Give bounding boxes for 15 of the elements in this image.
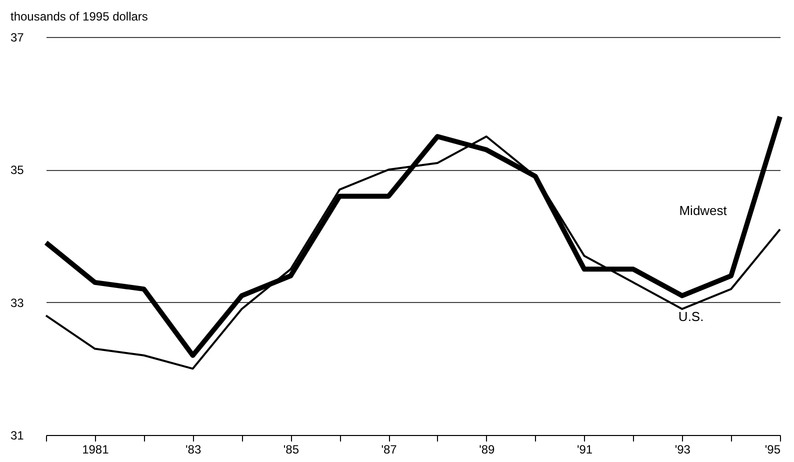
series-label: Midwest xyxy=(679,202,728,218)
x-tick-label: '93 xyxy=(674,442,691,456)
x-tick-label: '89 xyxy=(479,442,496,456)
x-tick-label: '91 xyxy=(576,442,593,456)
x-tick-label: '87 xyxy=(381,442,398,456)
x-tick-label: '95 xyxy=(764,442,781,456)
y-tick-label: 37 xyxy=(10,30,24,44)
y-tick-label: 35 xyxy=(10,163,24,178)
series-label: U.S. xyxy=(678,309,704,324)
y-tick-label: 33 xyxy=(10,296,24,310)
x-tick-label: '83 xyxy=(185,442,202,456)
y-tick-label: 31 xyxy=(10,428,24,442)
y-axis-title: thousands of 1995 dollars xyxy=(10,10,148,24)
x-tick-label: '85 xyxy=(283,442,300,456)
x-tick-label: 1981 xyxy=(82,442,110,456)
